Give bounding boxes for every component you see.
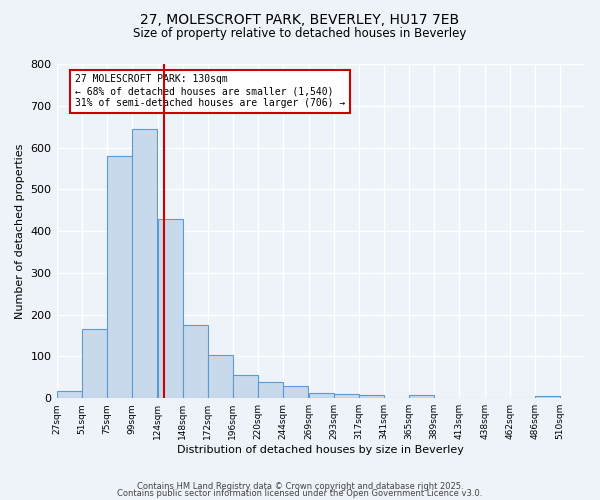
Bar [233, 375, 258, 398]
Bar [131, 129, 157, 398]
Bar [409, 396, 434, 398]
Text: Contains public sector information licensed under the Open Government Licence v3: Contains public sector information licen… [118, 489, 482, 498]
Bar [56, 390, 82, 398]
Bar [82, 330, 107, 398]
Bar [107, 156, 131, 398]
X-axis label: Distribution of detached houses by size in Beverley: Distribution of detached houses by size … [178, 445, 464, 455]
Bar [158, 218, 182, 398]
Text: 27, MOLESCROFT PARK, BEVERLEY, HU17 7EB: 27, MOLESCROFT PARK, BEVERLEY, HU17 7EB [140, 12, 460, 26]
Bar [309, 393, 334, 398]
Y-axis label: Number of detached properties: Number of detached properties [15, 144, 25, 319]
Bar [258, 382, 283, 398]
Bar [334, 394, 359, 398]
Text: Size of property relative to detached houses in Beverley: Size of property relative to detached ho… [133, 28, 467, 40]
Text: Contains HM Land Registry data © Crown copyright and database right 2025.: Contains HM Land Registry data © Crown c… [137, 482, 463, 491]
Bar [535, 396, 560, 398]
Text: 27 MOLESCROFT PARK: 130sqm
← 68% of detached houses are smaller (1,540)
31% of s: 27 MOLESCROFT PARK: 130sqm ← 68% of deta… [76, 74, 346, 108]
Bar [182, 325, 208, 398]
Bar [208, 355, 233, 398]
Bar [283, 386, 308, 398]
Bar [359, 395, 384, 398]
